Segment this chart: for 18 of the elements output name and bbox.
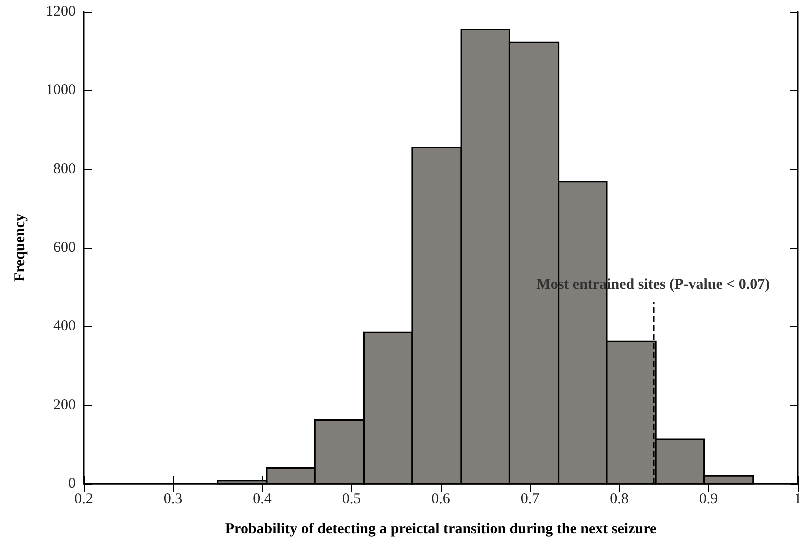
x-tick-label: 0.5 bbox=[342, 492, 362, 508]
y-tick-label: 0 bbox=[68, 476, 76, 492]
x-tick-label: 0.2 bbox=[74, 492, 94, 508]
y-tick-label: 1200 bbox=[46, 4, 76, 20]
y-tick-label: 400 bbox=[54, 318, 76, 335]
y-tick-label: 200 bbox=[54, 397, 76, 414]
x-tick-label: 0.4 bbox=[253, 492, 272, 508]
x-tick-label: 0.9 bbox=[699, 492, 718, 508]
y-tick-label: 600 bbox=[54, 240, 76, 256]
x-axis-title: Probability of detecting a preictal transition during the next seizure bbox=[225, 522, 657, 538]
y-tick-label: 1000 bbox=[46, 82, 76, 99]
x-tick-label: 0.7 bbox=[520, 492, 540, 508]
x-tick-label: 0.6 bbox=[432, 492, 451, 508]
x-tick-label: 0.3 bbox=[164, 492, 183, 508]
y-axis-title: Frequency bbox=[12, 213, 28, 282]
x-tick-label: 0.8 bbox=[610, 492, 629, 508]
y-tick-label: 800 bbox=[54, 161, 76, 178]
x-tick-label: 1 bbox=[794, 492, 802, 508]
